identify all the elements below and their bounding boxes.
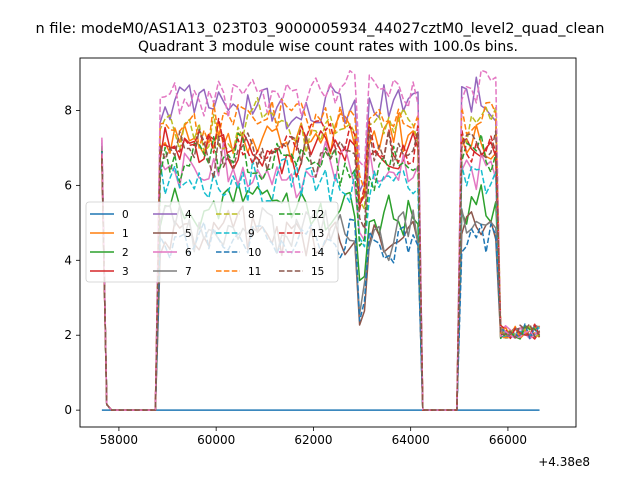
y-tick-label: 6 — [64, 178, 72, 192]
series-line-4 — [101, 76, 541, 411]
x-tick-label: 62000 — [294, 433, 332, 447]
legend-label-0: 0 — [122, 209, 129, 221]
legend-label-6: 6 — [185, 247, 192, 259]
series-line-13 — [101, 117, 541, 411]
x-tick-label: 58000 — [100, 433, 138, 447]
legend-label-7: 7 — [185, 266, 192, 278]
figure-suptitle: n file: modeM0/AS1A13_023T03_9000005934_… — [36, 21, 605, 37]
legend-label-4: 4 — [185, 209, 192, 221]
legend-label-12: 12 — [311, 209, 324, 221]
series-line-12 — [101, 132, 541, 411]
series-line-11 — [101, 98, 540, 411]
series-line-5 — [101, 157, 541, 411]
y-tick-label: 2 — [64, 328, 72, 342]
y-tick-label: 0 — [64, 403, 72, 417]
legend-label-13: 13 — [311, 228, 324, 240]
plot-frame — [79, 57, 577, 428]
series-line-3 — [101, 126, 541, 411]
legend-label-10: 10 — [248, 247, 261, 259]
series-line-14 — [101, 69, 541, 411]
legend-label-3: 3 — [122, 266, 129, 278]
x-tick-label: 60000 — [197, 433, 235, 447]
x-axis: 58000 60000 62000 64000 66000 — [100, 427, 527, 447]
x-axis-offset-label: +4.38e8 — [538, 455, 590, 469]
y-axis: 0 2 4 6 8 — [64, 103, 80, 417]
legend-label-8: 8 — [248, 209, 255, 221]
legend-label-15: 15 — [311, 266, 324, 278]
chart-title: Quadrant 3 module wise count rates with … — [138, 39, 518, 55]
y-tick-label: 4 — [64, 253, 72, 267]
legend-label-5: 5 — [185, 228, 192, 240]
series-line-1 — [101, 112, 541, 411]
x-tick-label: 66000 — [489, 433, 527, 447]
legend-label-1: 1 — [122, 228, 129, 240]
legend-label-2: 2 — [122, 247, 129, 259]
legend-label-11: 11 — [248, 266, 261, 278]
legend-label-14: 14 — [311, 247, 325, 259]
series-line-15 — [101, 128, 541, 411]
legend-label-9: 9 — [248, 228, 255, 240]
y-tick-label: 8 — [64, 103, 72, 117]
series-line-9 — [101, 157, 541, 411]
series-line-6 — [101, 139, 541, 411]
x-tick-label: 64000 — [392, 433, 430, 447]
series-line-8 — [101, 97, 540, 411]
legend-box — [85, 201, 339, 283]
